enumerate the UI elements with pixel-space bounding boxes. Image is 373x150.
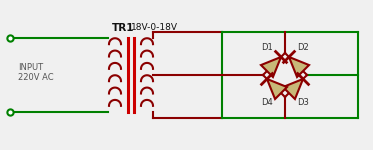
- Text: D2: D2: [297, 43, 309, 52]
- Text: 18V-0-18V: 18V-0-18V: [131, 24, 178, 33]
- Polygon shape: [267, 79, 287, 99]
- Text: INPUT: INPUT: [18, 63, 43, 72]
- Text: D1: D1: [261, 43, 273, 52]
- Polygon shape: [261, 57, 281, 77]
- Polygon shape: [283, 79, 303, 99]
- Polygon shape: [289, 57, 309, 77]
- Text: TR1: TR1: [112, 23, 135, 33]
- Text: 220V AC: 220V AC: [18, 74, 54, 82]
- Text: D4: D4: [261, 98, 273, 107]
- Text: D3: D3: [297, 98, 309, 107]
